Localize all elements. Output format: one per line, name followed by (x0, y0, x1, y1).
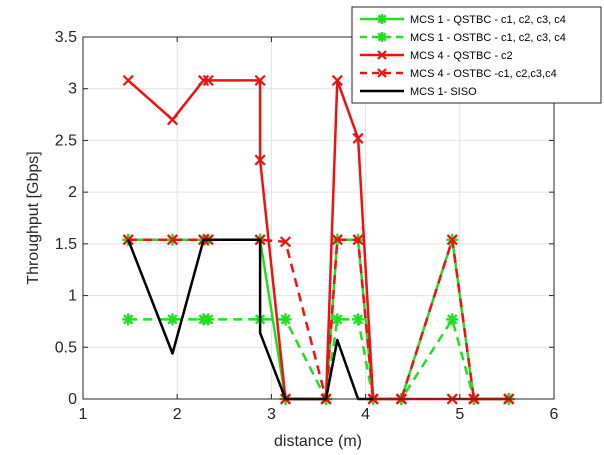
y-tick-label: 0.5 (55, 339, 77, 356)
y-axis-label: Throughput [Gbps] (25, 151, 42, 284)
x-tick-label: 1 (79, 406, 88, 423)
y-tick-label: 3.5 (55, 29, 77, 46)
legend-swatch-marker (377, 14, 387, 24)
y-tick-label: 1.5 (55, 236, 77, 253)
y-tick-label: 3 (68, 81, 77, 98)
data-point (166, 313, 178, 325)
y-tick-label: 2 (68, 184, 77, 201)
x-axis-label: distance (m) (274, 433, 362, 450)
legend-entry-label: MCS 4 - OSTBC -c1, c2,c3,c4 (410, 68, 557, 80)
legend-swatch-marker (377, 32, 387, 42)
x-tick-label: 5 (455, 406, 464, 423)
x-tick-label: 4 (361, 406, 370, 423)
legend-entry-label: MCS 1 - QSTBC - c1, c2, c3, c4 (410, 14, 566, 26)
data-point (446, 313, 458, 325)
legend-entry-label: MCS 4 - QSTBC - c2 (410, 50, 513, 62)
x-tick-label: 2 (173, 406, 182, 423)
y-tick-label: 2.5 (55, 132, 77, 149)
data-point (202, 313, 214, 325)
x-tick-label: 6 (550, 406, 559, 423)
data-point (280, 313, 292, 325)
data-point (331, 313, 343, 325)
y-tick-label: 1 (68, 288, 77, 305)
legend: MCS 1 - QSTBC - c1, c2, c3, c4 MCS 1 - OS… (352, 7, 601, 103)
y-tick-label: 0 (68, 391, 77, 408)
legend-entry-label: MCS 1 - OSTBC - c1, c2, c3, c4 (410, 32, 566, 44)
data-point (122, 313, 134, 325)
legend-entry-label: MCS 1- SISO (410, 86, 477, 98)
data-point (352, 313, 364, 325)
x-tick-label: 3 (267, 406, 276, 423)
